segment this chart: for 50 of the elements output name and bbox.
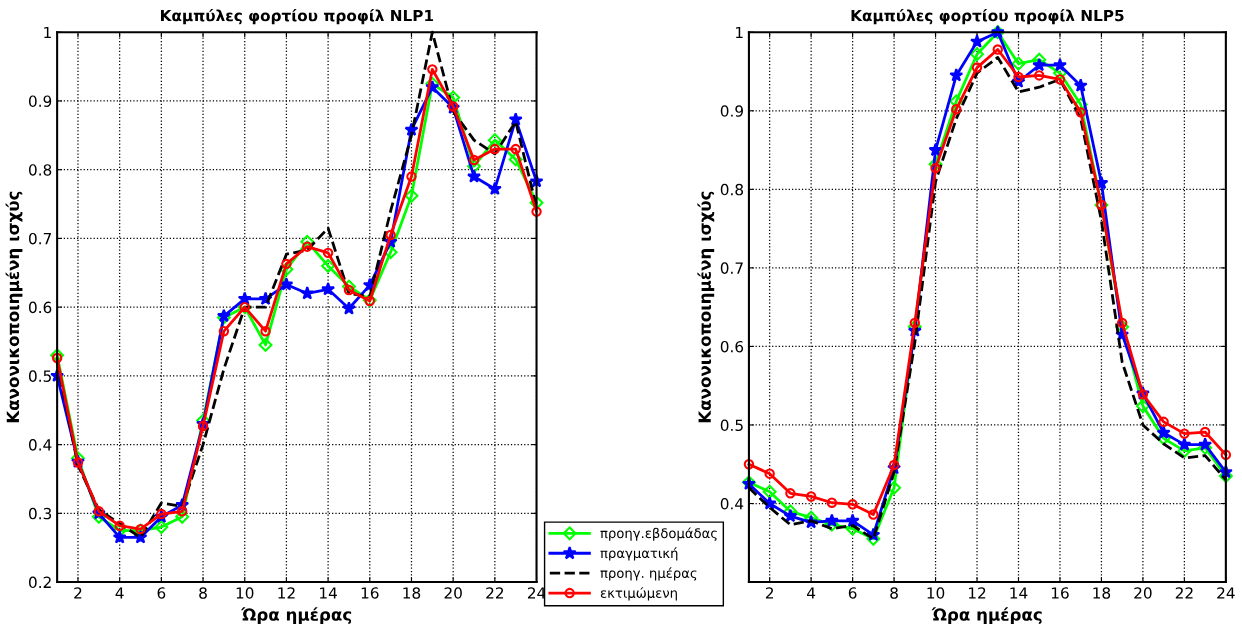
x-tick-label: 4 — [115, 587, 124, 599]
x-tick-label: 18 — [403, 587, 421, 599]
y-tick-label: 0.8 — [720, 183, 744, 196]
legend-label: πραγματική — [600, 547, 678, 561]
x-axis-title: Ώρα ημέρας — [931, 607, 1042, 625]
y-tick-label: 0.7 — [28, 232, 51, 245]
x-tick-label: 22 — [486, 587, 504, 599]
x-tick-label: 14 — [1010, 587, 1028, 599]
y-tick-label: 0.8 — [28, 164, 52, 176]
x-tick-label: 14 — [320, 587, 337, 599]
x-axis-title: Ώρα ημέρας — [240, 607, 352, 625]
chart-title: Καμπύλες φορτίου προφίλ NLP1 — [160, 8, 434, 25]
x-tick-label: 20 — [444, 587, 462, 599]
x-tick-label: 12 — [968, 587, 986, 599]
y-tick-label: 0.5 — [720, 419, 743, 431]
x-tick-label: 8 — [199, 587, 207, 599]
chart-title: Καμπύλες φορτίου προφίλ NLP5 — [851, 8, 1124, 25]
legend-label: προηγ. ημέρας — [600, 567, 697, 581]
x-tick-label: 20 — [1134, 587, 1152, 599]
x-tick-label: 4 — [807, 587, 816, 599]
x-tick-label: 10 — [236, 587, 254, 599]
x-tick-label: 2 — [74, 587, 82, 599]
legend-label: εκτιμώμενη — [600, 587, 677, 601]
y-tick-label: 0.9 — [720, 105, 743, 117]
x-tick-label: 2 — [765, 587, 773, 599]
x-tick-label: 22 — [1175, 587, 1193, 599]
y-tick-label: 0.9 — [28, 95, 52, 107]
y-tick-label: 0.2 — [28, 576, 51, 589]
x-tick-label: 16 — [361, 587, 379, 599]
y-tick-label: 1 — [736, 26, 743, 39]
y-tick-label: 0.7 — [720, 262, 743, 274]
x-tick-label: 6 — [848, 587, 857, 599]
x-tick-label: 18 — [1093, 587, 1111, 599]
x-tick-label: 24 — [527, 587, 546, 599]
y-tick-label: 0.6 — [720, 340, 744, 353]
x-tick-label: 8 — [890, 587, 898, 599]
y-tick-label: 0.3 — [28, 507, 52, 520]
x-tick-label: 16 — [1051, 587, 1069, 599]
y-tick-label: 0.4 — [720, 497, 744, 510]
y-tick-label: 1 — [44, 26, 51, 39]
y-axis-title: Κανονικοποιημένη ισχύς — [5, 191, 23, 423]
y-axis-title: Κανονικοποιημένη ισχύς — [697, 191, 715, 423]
x-tick-label: 24 — [1217, 587, 1235, 599]
x-tick-label: 6 — [157, 587, 166, 599]
legend-label: προηγ.εβδομάδας — [600, 527, 717, 541]
y-tick-label: 0.5 — [28, 370, 51, 382]
x-tick-label: 10 — [927, 587, 945, 599]
y-tick-label: 0.4 — [28, 439, 52, 451]
x-tick-label: 12 — [278, 587, 295, 599]
y-tick-label: 0.6 — [28, 301, 52, 314]
